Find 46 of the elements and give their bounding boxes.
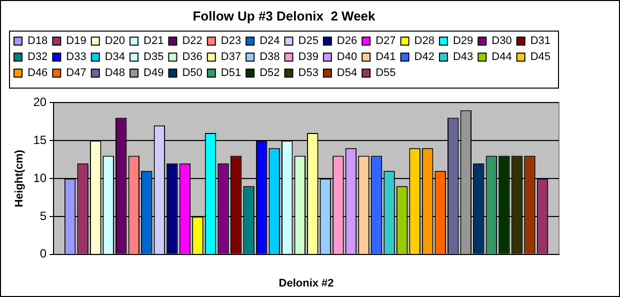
legend-label: D42: [414, 51, 434, 64]
legend-label: D24: [260, 35, 280, 48]
y-tick-label: 5: [40, 208, 47, 223]
legend-label: D40: [336, 51, 358, 64]
legend-label: D48: [104, 67, 126, 80]
legend-label: D32: [28, 51, 48, 64]
legend-label: D22: [182, 35, 202, 48]
legend-label: D50: [182, 67, 202, 80]
y-tick-label: 10: [33, 170, 47, 185]
legend-label: D28: [414, 35, 434, 48]
legend-label: D45: [530, 51, 551, 64]
legend-label: D54: [336, 67, 358, 80]
legend-label: D20: [104, 35, 126, 48]
legend-label: D34: [104, 51, 126, 64]
legend-label: D31: [530, 35, 551, 48]
legend-label: D29: [452, 35, 474, 48]
legend-label: D18: [28, 35, 48, 48]
y-tick-label: 15: [33, 132, 47, 147]
x-axis-title: Delonix #2: [278, 277, 334, 290]
y-tick-label: 0: [40, 246, 47, 261]
legend-label: D21: [144, 35, 164, 48]
legend-label: D49: [144, 67, 164, 80]
legend-label: D44: [492, 51, 512, 64]
legend-label: D47: [66, 67, 86, 80]
legend-label: D26: [336, 35, 358, 48]
legend-label: D52: [260, 67, 280, 80]
legend-label: D38: [260, 51, 280, 64]
legend-label: D25: [298, 35, 318, 48]
legend-label: D51: [220, 67, 242, 80]
legend-label: D55: [376, 67, 396, 80]
legend-label: D27: [376, 35, 396, 48]
chart-title: Follow Up #3 Delonix 2 Week: [192, 8, 376, 24]
legend-label: D36: [182, 51, 202, 64]
legend-label: D33: [66, 51, 86, 64]
legend-label: D53: [298, 67, 318, 80]
legend-label: D35: [144, 51, 164, 64]
y-axis-title: Height(cm): [14, 149, 26, 208]
legend-label: D30: [492, 35, 512, 48]
legend-label: D46: [28, 67, 48, 80]
legend-label: D41: [376, 51, 396, 64]
legend-label: D23: [220, 35, 242, 48]
legend-label: D43: [452, 51, 474, 64]
legend-label: D19: [66, 35, 86, 48]
legend-label: D39: [298, 51, 318, 64]
y-tick-label: 20: [33, 94, 47, 109]
legend-label: D37: [220, 51, 242, 64]
